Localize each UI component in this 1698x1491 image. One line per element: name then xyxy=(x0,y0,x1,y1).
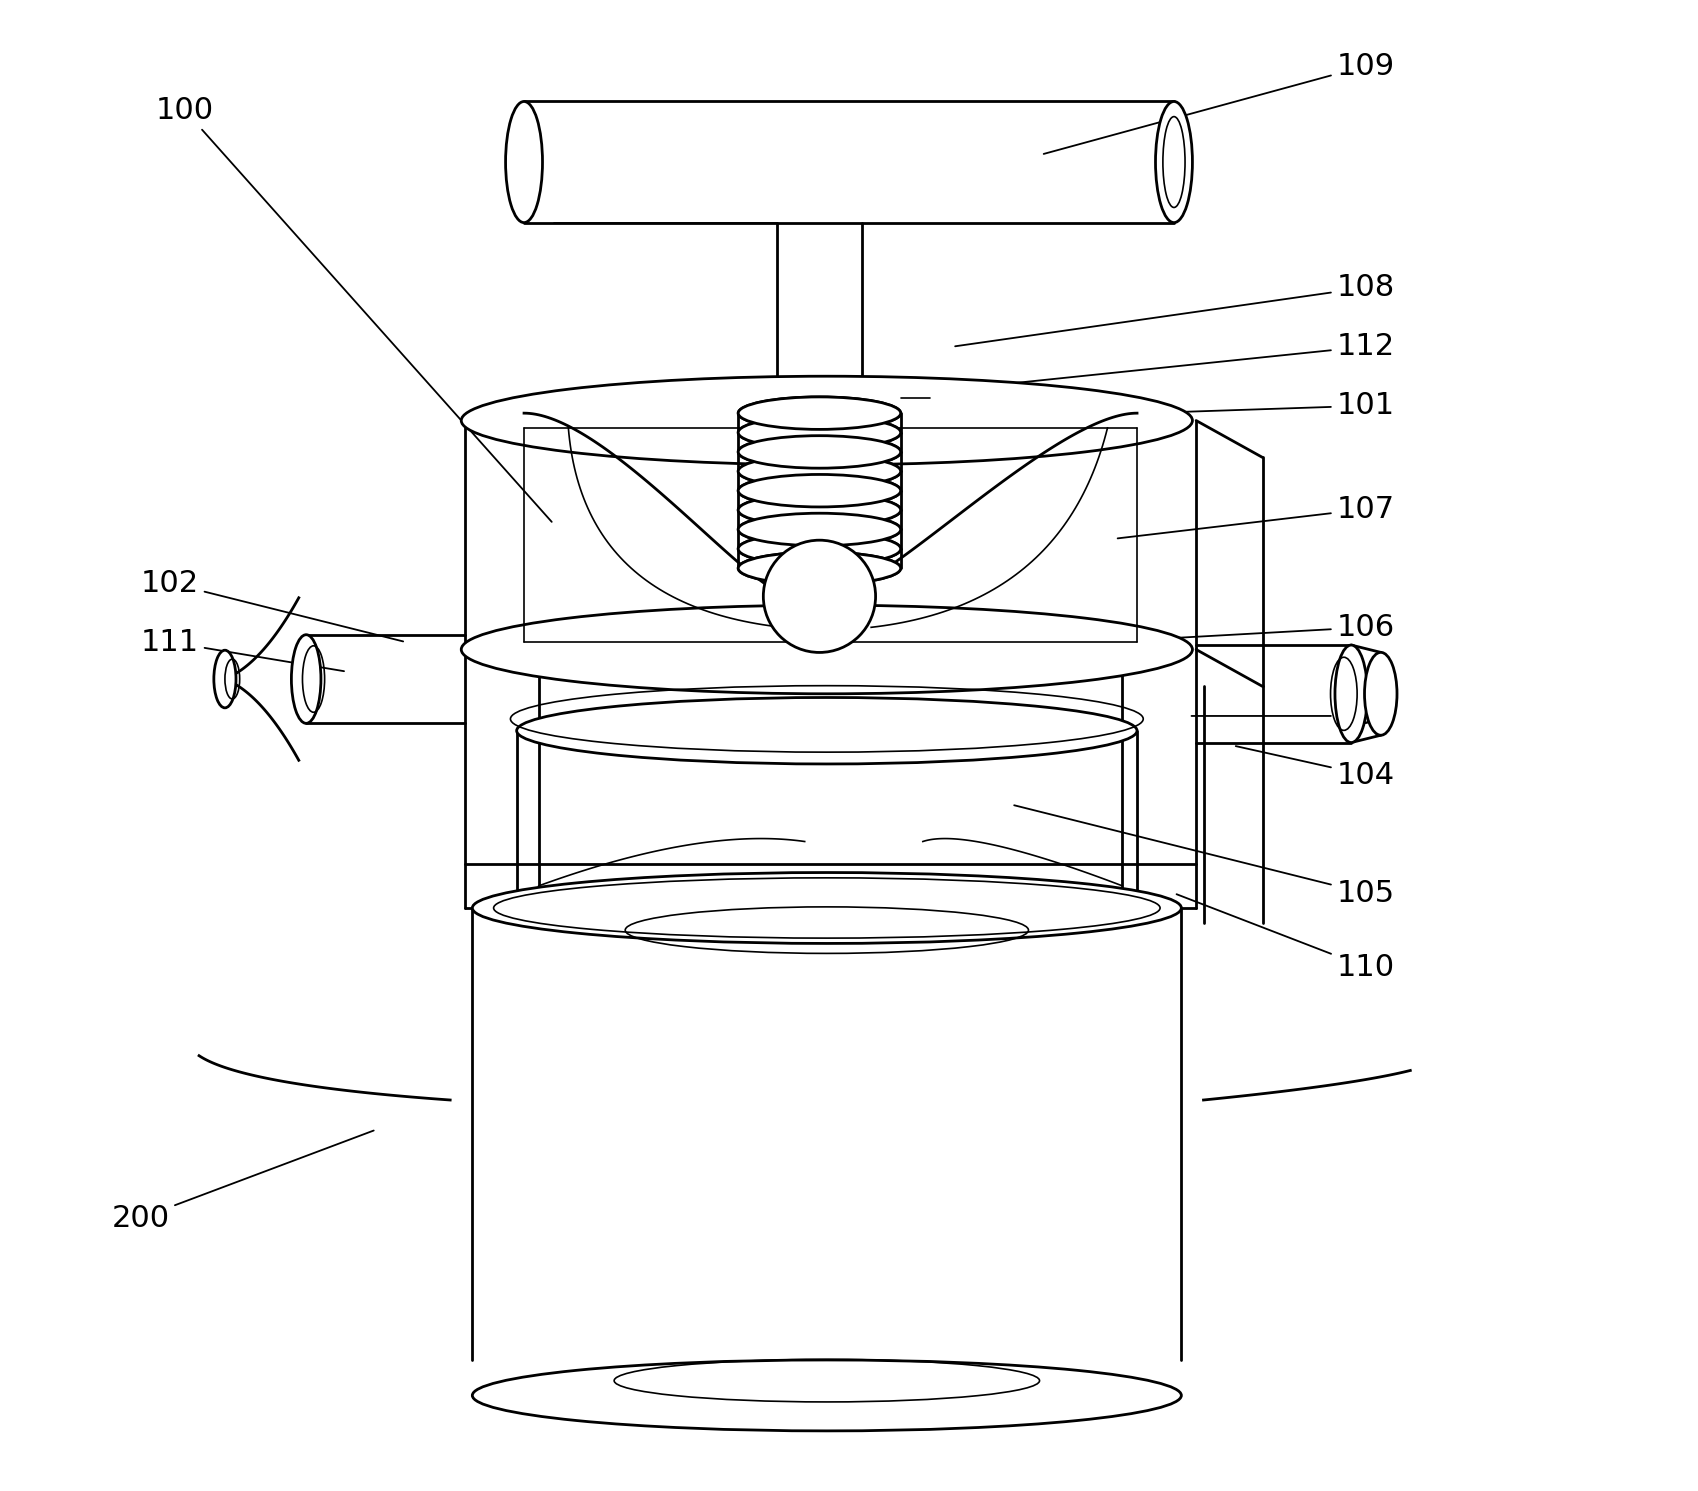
Ellipse shape xyxy=(739,397,900,429)
Ellipse shape xyxy=(739,435,900,468)
Ellipse shape xyxy=(472,1360,1182,1431)
Ellipse shape xyxy=(739,494,900,526)
Text: 102: 102 xyxy=(141,568,402,641)
Text: 101: 101 xyxy=(925,391,1394,420)
Text: 106: 106 xyxy=(1104,613,1394,643)
Ellipse shape xyxy=(292,635,321,723)
Ellipse shape xyxy=(214,650,236,708)
Text: 100: 100 xyxy=(156,95,552,522)
Ellipse shape xyxy=(1335,646,1367,743)
Text: 110: 110 xyxy=(1177,895,1394,981)
Ellipse shape xyxy=(462,376,1192,465)
Ellipse shape xyxy=(739,513,900,546)
Ellipse shape xyxy=(739,455,900,488)
Ellipse shape xyxy=(739,474,900,507)
Ellipse shape xyxy=(739,552,900,584)
Ellipse shape xyxy=(739,494,900,526)
Ellipse shape xyxy=(739,532,900,565)
Ellipse shape xyxy=(462,605,1192,693)
Text: 109: 109 xyxy=(1044,52,1394,154)
Ellipse shape xyxy=(739,552,900,584)
Ellipse shape xyxy=(739,397,900,429)
Ellipse shape xyxy=(1365,653,1397,735)
Text: 103: 103 xyxy=(1192,701,1394,731)
Text: 107: 107 xyxy=(1117,495,1394,538)
Ellipse shape xyxy=(739,416,900,449)
Text: 105: 105 xyxy=(1014,805,1394,908)
Ellipse shape xyxy=(516,875,1138,941)
Ellipse shape xyxy=(739,435,900,468)
Ellipse shape xyxy=(472,872,1182,944)
Ellipse shape xyxy=(774,562,841,607)
Text: 200: 200 xyxy=(112,1130,374,1233)
Text: 112: 112 xyxy=(941,332,1394,391)
Ellipse shape xyxy=(739,455,900,488)
Text: 108: 108 xyxy=(956,273,1394,346)
Text: 104: 104 xyxy=(1236,746,1394,790)
Text: 111: 111 xyxy=(141,628,345,671)
Ellipse shape xyxy=(1156,101,1192,222)
Ellipse shape xyxy=(739,416,900,449)
Ellipse shape xyxy=(739,532,900,565)
Ellipse shape xyxy=(516,698,1138,763)
Ellipse shape xyxy=(739,513,900,546)
Ellipse shape xyxy=(506,101,542,222)
Ellipse shape xyxy=(764,540,876,653)
Ellipse shape xyxy=(739,474,900,507)
